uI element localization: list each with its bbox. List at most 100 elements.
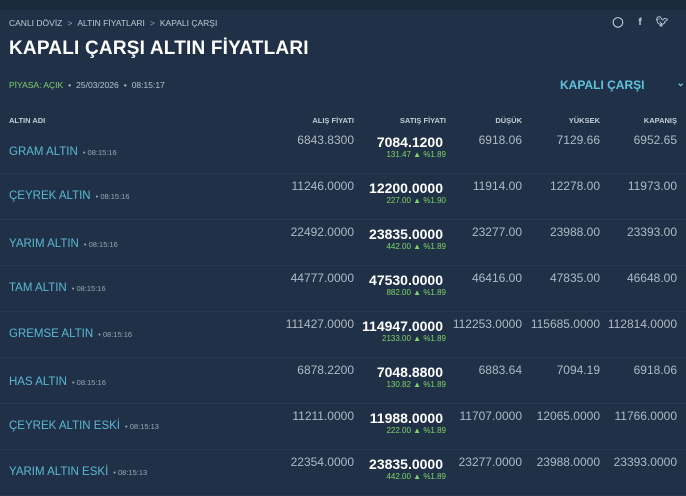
table-row[interactable]: ÇEYREK ALTIN ESKİ • 08:15:13 11211.0000 1… xyxy=(0,404,686,450)
table-row[interactable]: GREMSE ALTIN • 08:15:16 111427.0000 11494… xyxy=(0,312,686,358)
low-price: 23277.0000 xyxy=(458,455,522,469)
twitter-icon[interactable]: 🐦︎ xyxy=(655,16,669,28)
change-value: 442.00 ▲ %1.89 xyxy=(386,472,446,481)
sell-price: 114947.0000 xyxy=(362,318,443,334)
gold-name[interactable]: HAS ALTIN • 08:15:16 xyxy=(9,376,106,388)
update-time: • 08:15:13 xyxy=(125,422,159,431)
gold-name-label: TAM ALTIN xyxy=(9,282,67,294)
sell-price: 12200.0000 xyxy=(369,180,443,196)
breadcrumb-item[interactable]: CANLI DÖVİZ xyxy=(9,18,63,28)
header-high[interactable]: YÜKSEK xyxy=(568,116,600,125)
market-status: PİYASA: AÇIK • 25/03/2026 • 08:15:17 xyxy=(9,80,165,90)
gold-name-label: YARIM ALTIN xyxy=(9,238,79,250)
share-icons: ◯ f 🐦︎ xyxy=(612,16,668,28)
table-row[interactable]: YARIM ALTIN ESKİ • 08:15:13 22354.0000 23… xyxy=(0,450,686,496)
page-title: KAPALI ÇARŞI ALTIN FİYATLARI xyxy=(9,38,309,59)
gold-name-label: HAS ALTIN xyxy=(9,376,67,388)
gold-name-label: ÇEYREK ALTIN xyxy=(9,190,91,202)
update-time: • 08:15:16 xyxy=(82,148,117,157)
close-price: 6952.65 xyxy=(633,133,677,147)
change-value: 222.00 ▲ %1.89 xyxy=(386,426,446,435)
whatsapp-icon[interactable]: ◯ xyxy=(612,16,624,28)
header-low[interactable]: DÜŞÜK xyxy=(495,116,522,125)
gold-name[interactable]: GRAM ALTIN • 08:15:16 xyxy=(9,146,117,158)
close-price: 112814.0000 xyxy=(607,317,677,331)
buy-price: 6878.2200 xyxy=(297,363,354,377)
low-price: 11914.00 xyxy=(472,179,522,193)
buy-price: 44777.0000 xyxy=(290,271,354,285)
breadcrumb-item[interactable]: KAPALI ÇARŞI xyxy=(159,18,218,28)
update-time-value: 08:15:16 xyxy=(102,330,133,339)
table-row[interactable]: HAS ALTIN • 08:15:16 6878.2200 7048.8800 … xyxy=(0,358,686,404)
gold-name[interactable]: GREMSE ALTIN • 08:15:16 xyxy=(9,328,132,340)
update-time-value: 08:15:13 xyxy=(118,468,148,477)
gold-name[interactable]: YARIM ALTIN • 08:15:16 xyxy=(9,238,118,250)
gold-name[interactable]: YARIM ALTIN ESKİ • 08:15:13 xyxy=(9,466,147,478)
header-close[interactable]: KAPANIŞ xyxy=(643,116,677,125)
change-value: 882.00 ▲ %1.89 xyxy=(386,288,446,297)
close-price: 46648.00 xyxy=(626,271,677,285)
close-price: 6918.06 xyxy=(633,363,677,377)
sell-price: 47530.0000 xyxy=(369,272,443,288)
high-price: 7094.19 xyxy=(556,363,600,377)
chevron-down-icon: ⌄ xyxy=(676,78,685,89)
gold-name-label: ÇEYREK ALTIN ESKİ xyxy=(9,420,120,432)
update-time-value: 08:15:16 xyxy=(88,240,118,249)
facebook-icon[interactable]: f xyxy=(638,16,642,28)
status-date: 25/03/2026 xyxy=(76,80,119,90)
buy-price: 22354.0000 xyxy=(290,455,354,469)
gold-name[interactable]: ÇEYREK ALTIN ESKİ • 08:15:13 xyxy=(9,420,159,432)
update-time: • 08:15:16 xyxy=(98,330,133,339)
low-price: 112253.0000 xyxy=(452,317,522,331)
market-select-value: KAPALI ÇARŞI xyxy=(560,78,645,92)
sell-price: 11988.0000 xyxy=(369,410,443,426)
sell-price: 7048.8800 xyxy=(376,364,443,380)
header-name: ALTIN ADI xyxy=(9,116,46,125)
gold-name-label: GRAM ALTIN xyxy=(9,146,78,158)
buy-price: 11246.0000 xyxy=(291,179,354,193)
update-time: • 08:15:13 xyxy=(113,468,148,477)
low-price: 11707.0000 xyxy=(459,409,522,423)
buy-price: 111427.0000 xyxy=(285,317,354,331)
change-value: 227.00 ▲ %1.90 xyxy=(386,196,446,205)
table-row[interactable]: YARIM ALTIN • 08:15:16 22492.0000 23835.0… xyxy=(0,220,686,266)
sell-price: 7084.1200 xyxy=(376,134,443,150)
table-row[interactable]: ÇEYREK ALTIN • 08:15:16 11246.0000 12200.… xyxy=(0,174,686,220)
change-value: 130.82 ▲ %1.89 xyxy=(386,380,446,389)
low-price: 23277.00 xyxy=(471,225,522,239)
close-price: 11766.0000 xyxy=(614,409,677,423)
close-price: 23393.0000 xyxy=(613,455,677,469)
status-time: 08:15:17 xyxy=(131,80,165,90)
sell-price: 23835.0000 xyxy=(369,456,443,472)
change-value: 2133.00 ▲ %1.89 xyxy=(382,334,446,343)
breadcrumb-item[interactable]: ALTIN FİYATLARI xyxy=(77,18,145,28)
high-price: 12278.00 xyxy=(549,179,600,193)
gold-name-label: GREMSE ALTIN xyxy=(9,328,94,340)
header-buy[interactable]: ALIŞ FİYATI xyxy=(312,116,354,125)
update-time-value: 08:15:16 xyxy=(87,148,117,157)
table-row[interactable]: TAM ALTIN • 08:15:16 44777.0000 47530.000… xyxy=(0,266,686,312)
close-price: 11973.00 xyxy=(627,179,677,193)
low-price: 6883.64 xyxy=(478,363,522,377)
update-time: • 08:15:16 xyxy=(71,378,106,387)
market-select[interactable]: KAPALI ÇARŞI ⌄ xyxy=(560,78,685,92)
change-value: 131.47 ▲ %1.89 xyxy=(386,150,446,159)
breadcrumb: CANLI DÖVİZ > ALTIN FİYATLARI > KAPALI ÇAR… xyxy=(9,18,217,28)
update-time: • 08:15:16 xyxy=(83,240,118,249)
update-time: • 08:15:16 xyxy=(71,284,106,293)
update-time: • 08:15:16 xyxy=(95,192,130,201)
buy-price: 6843.8300 xyxy=(297,133,354,147)
gold-name[interactable]: TAM ALTIN • 08:15:16 xyxy=(9,282,106,294)
chevron-right-icon: > xyxy=(149,18,155,28)
high-price: 12065.0000 xyxy=(536,409,600,423)
sell-price: 23835.0000 xyxy=(369,226,443,242)
low-price: 46416.00 xyxy=(471,271,522,285)
header-sell[interactable]: SATIŞ FİYATI xyxy=(399,116,446,125)
low-price: 6918.06 xyxy=(478,133,522,147)
gold-name-label: YARIM ALTIN ESKİ xyxy=(9,466,109,478)
gold-name[interactable]: ÇEYREK ALTIN • 08:15:16 xyxy=(9,190,130,202)
table-row[interactable]: GRAM ALTIN • 08:15:16 6843.8300 7084.1200… xyxy=(0,128,686,174)
buy-price: 11211.0000 xyxy=(292,409,354,423)
chevron-right-icon: > xyxy=(67,18,73,28)
update-time-value: 08:15:16 xyxy=(100,192,130,201)
